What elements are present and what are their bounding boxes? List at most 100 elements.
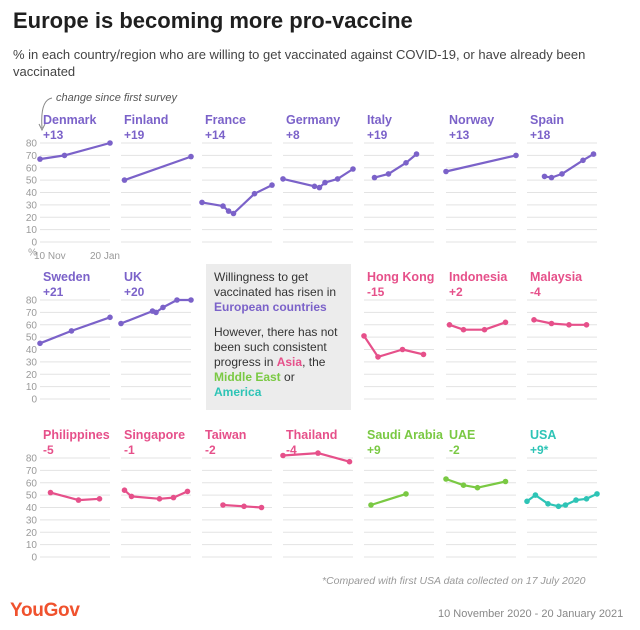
panel-title: Saudi Arabia xyxy=(367,428,444,442)
data-point xyxy=(199,199,205,206)
data-point xyxy=(121,177,128,183)
y-tick-label: 50 xyxy=(26,333,38,344)
panel-change-label: +19 xyxy=(124,128,145,142)
panel-title: Italy xyxy=(367,113,392,127)
series-line xyxy=(444,154,518,173)
note-paragraph-1: Willingness to get vaccinated has risen … xyxy=(214,270,343,315)
y-tick-label: 80 xyxy=(26,296,38,307)
panel-change-label: +18 xyxy=(530,128,551,142)
panel-change-label: +9 xyxy=(367,443,381,457)
data-point xyxy=(241,503,247,510)
data-point xyxy=(251,190,258,197)
panel-change-label: +9* xyxy=(530,443,549,457)
data-point xyxy=(315,450,321,456)
data-point xyxy=(37,156,43,162)
data-point xyxy=(403,160,409,166)
data-point xyxy=(399,346,406,353)
panel-change-label: -5 xyxy=(43,443,54,457)
panel-change-label: +20 xyxy=(124,285,145,299)
panel-change-label: -4 xyxy=(530,285,541,299)
data-point xyxy=(573,497,579,503)
chart-title: Europe is becoming more pro-vaccine xyxy=(13,8,413,33)
y-tick-label: 50 xyxy=(26,491,38,502)
data-point xyxy=(316,184,323,191)
y-tick-label: 60 xyxy=(26,163,38,174)
panel-change-label: +8 xyxy=(286,128,300,142)
series-line xyxy=(200,184,274,215)
series-line xyxy=(532,318,588,326)
annotation-arrowhead xyxy=(38,123,46,132)
data-point xyxy=(443,476,449,482)
note-america-highlight: America xyxy=(214,385,262,399)
data-point xyxy=(513,152,519,159)
y-tick-label: 70 xyxy=(26,466,38,477)
data-point xyxy=(562,502,569,508)
data-point xyxy=(583,496,590,502)
y-tick-label: 10 xyxy=(26,540,38,551)
note-text: or xyxy=(280,370,295,384)
data-point xyxy=(75,497,82,503)
y-tick-label: 70 xyxy=(26,151,38,162)
panel-change-label: +2 xyxy=(449,285,463,299)
data-point xyxy=(269,182,275,188)
panel-title: Taiwan xyxy=(205,428,246,442)
data-point xyxy=(96,496,103,502)
data-point xyxy=(531,317,537,323)
data-point xyxy=(559,171,565,177)
data-point xyxy=(128,493,135,500)
footnote: *Compared with first USA data collected … xyxy=(322,575,586,587)
panel-title: UAE xyxy=(449,428,475,442)
data-point xyxy=(188,297,194,303)
data-point xyxy=(188,153,194,160)
data-point xyxy=(225,208,232,214)
series-line xyxy=(448,321,507,331)
y-tick-label: 20 xyxy=(26,213,38,224)
x-tick-label: 20 Jan xyxy=(90,251,120,262)
data-point xyxy=(47,489,54,496)
data-point xyxy=(280,452,286,459)
data-point xyxy=(346,458,353,465)
data-point xyxy=(280,176,286,182)
data-point xyxy=(481,326,488,333)
data-point xyxy=(174,297,180,303)
data-point xyxy=(502,478,509,485)
series-line xyxy=(444,477,507,489)
panel-title: Malaysia xyxy=(530,270,583,284)
data-point xyxy=(107,314,113,321)
series-line xyxy=(362,334,425,358)
y-unit-label: % xyxy=(28,248,37,259)
data-point xyxy=(385,171,392,177)
y-tick-label: 40 xyxy=(26,345,38,356)
data-point xyxy=(545,501,551,507)
data-point xyxy=(532,492,539,498)
y-tick-label: 30 xyxy=(26,200,38,211)
data-point xyxy=(37,340,43,347)
y-tick-label: 10 xyxy=(26,382,38,393)
data-point xyxy=(583,322,590,328)
data-point xyxy=(118,320,124,327)
chart-subtitle: % in each country/region who are willing… xyxy=(13,47,586,79)
data-point xyxy=(368,502,374,508)
y-tick-label: 30 xyxy=(26,515,38,526)
panel-title: UK xyxy=(124,270,142,284)
annotation-text: change since first survey xyxy=(56,92,179,104)
panel-change-label: -4 xyxy=(286,443,297,457)
data-point xyxy=(548,320,555,327)
y-tick-label: 40 xyxy=(26,503,38,514)
panel-change-label: +13 xyxy=(43,128,64,142)
panel-title: Sweden xyxy=(43,270,90,284)
data-point xyxy=(460,326,467,333)
data-point xyxy=(350,166,356,172)
data-point xyxy=(61,152,68,159)
panel-change-label: -1 xyxy=(124,443,135,457)
y-tick-label: 0 xyxy=(31,238,37,249)
panel-change-label: -15 xyxy=(367,285,385,299)
y-tick-label: 60 xyxy=(26,478,38,489)
data-point xyxy=(555,503,562,510)
data-point xyxy=(548,174,555,181)
data-point xyxy=(541,173,548,180)
data-point xyxy=(322,179,328,186)
data-point xyxy=(403,491,409,497)
note-asia-highlight: Asia xyxy=(276,355,303,369)
